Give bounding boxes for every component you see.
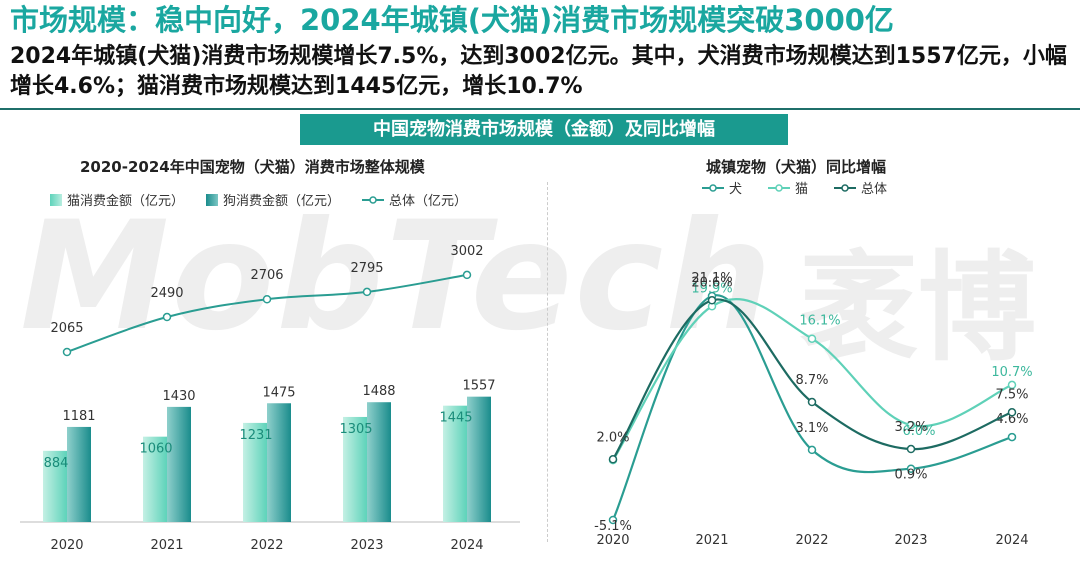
dog-bar-label: 1557 — [462, 379, 495, 394]
growth-value-label: 7.5% — [995, 387, 1028, 402]
total-value-label: 2490 — [150, 286, 183, 301]
growth-value-label: 2.0% — [596, 430, 629, 445]
growth-value-label: 8.7% — [795, 373, 828, 388]
x-tick-label: 2021 — [150, 538, 183, 553]
legend-growth-total-swatch — [834, 183, 857, 192]
total-value-label: 3002 — [450, 244, 483, 259]
x-tick-label: 2023 — [350, 538, 383, 553]
growth-point — [1007, 408, 1017, 417]
growth-value-label: 3.1% — [795, 421, 828, 436]
total-value-label: 2065 — [50, 321, 83, 336]
growth-value-label: 6.0% — [902, 424, 935, 439]
growth-legend: 犬 猫 总体 — [702, 178, 909, 197]
legend-growth-dog: 犬 — [702, 178, 742, 197]
legend-growth-total-label: 总体 — [861, 182, 888, 197]
legend-cat-label: 猫消费金额（亿元） — [67, 194, 185, 209]
total-point — [362, 287, 372, 297]
cat-bar — [143, 436, 167, 522]
cat-bar-label: 1060 — [139, 442, 172, 457]
legend-growth-cat-label: 猫 — [795, 182, 809, 197]
growth-value-label: 19.9% — [691, 281, 732, 296]
dog-bar-label: 1181 — [62, 409, 95, 424]
growth-value-label: 10.7% — [991, 365, 1032, 380]
growth-line-0 — [611, 294, 1013, 521]
growth-chart-title: 城镇宠物（犬猫）同比增幅 — [706, 158, 887, 176]
dog-bar — [367, 402, 391, 522]
legend-total: 总体（亿元） — [362, 190, 467, 209]
dog-bar — [267, 403, 291, 522]
cat-bar — [43, 450, 67, 522]
summary-text: 2024年城镇(犬猫)消费市场规模增长7.5%，达到3002亿元。其中，犬消费市… — [10, 44, 1067, 99]
total-point — [162, 312, 172, 322]
legend-growth-dog-swatch — [702, 183, 724, 192]
growth-point — [906, 444, 916, 454]
growth-point — [608, 455, 618, 464]
growth-value-label: 16.1% — [799, 314, 840, 329]
legend-growth-dog-label: 犬 — [729, 182, 743, 197]
x-tick-label: 2022 — [250, 538, 283, 553]
growth-point — [707, 296, 717, 305]
growth-x-tick-label: 2021 — [695, 533, 728, 548]
growth-x-tick-label: 2020 — [596, 533, 629, 548]
header-divider — [0, 108, 1080, 110]
growth-line-2 — [612, 298, 1013, 460]
dog-bar-label: 1475 — [262, 385, 295, 400]
watermark-logo: MobTech — [20, 190, 775, 364]
growth-value-label: 0.9% — [894, 468, 927, 483]
market-size-chart-title: 2020-2024年中国宠物（犬猫）消费市场整体规模 — [80, 158, 425, 176]
dog-bar-label: 1430 — [162, 389, 195, 404]
growth-point — [807, 334, 817, 343]
watermark-logo-cn: 袤博 — [800, 239, 1037, 377]
dog-bar-label: 1488 — [362, 384, 395, 399]
dog-bar — [467, 396, 491, 522]
legend-growth-total: 总体 — [834, 178, 887, 197]
dog-bar — [167, 406, 191, 522]
growth-point — [807, 445, 817, 455]
growth-value-label: 3.2% — [894, 420, 927, 435]
legend-dog-label: 狗消费金额（亿元） — [223, 194, 341, 209]
total-point — [262, 294, 272, 304]
market-size-chart: 884 1181 2020 1060 1430 2021 1231 1475 2022 1305 1… — [20, 244, 520, 553]
cat-bar-label: 1445 — [439, 411, 472, 426]
growth-value-label: 20.6% — [691, 275, 732, 290]
legend-total-label: 总体（亿元） — [389, 194, 468, 209]
growth-x-tick-label: 2022 — [795, 533, 828, 548]
growth-point — [906, 464, 916, 473]
growth-point — [807, 397, 817, 407]
cat-bar-label: 884 — [44, 456, 69, 471]
growth-point — [906, 420, 916, 430]
cat-bar — [443, 405, 467, 522]
legend-total-swatch — [362, 195, 385, 204]
growth-value-label: 21.1% — [691, 271, 732, 286]
total-point — [462, 270, 472, 280]
panel-divider — [547, 182, 549, 542]
legend-dog-swatch — [206, 193, 219, 206]
page-headline: 市场规模：稳中向好，2024年城镇(犬猫)消费市场规模突破3000亿 — [10, 3, 894, 37]
x-tick-label: 2024 — [450, 538, 483, 553]
total-value-label: 2795 — [350, 261, 383, 276]
legend-growth-cat-swatch — [768, 183, 791, 192]
market-size-legend: 猫消费金额（亿元） 狗消费金额（亿元） 总体（亿元） — [50, 190, 489, 209]
cat-bar-label: 1231 — [239, 428, 272, 443]
section-banner: 中国宠物消费市场规模（金额）及同比增幅 — [300, 114, 788, 145]
growth-value-label: -5.1% — [594, 519, 632, 534]
legend-cat: 猫消费金额（亿元） — [50, 190, 184, 209]
total-value-label: 2706 — [250, 268, 283, 283]
x-tick-label: 2020 — [50, 538, 83, 553]
legend-cat-swatch — [50, 193, 62, 206]
growth-point — [1007, 432, 1017, 442]
cat-bar — [243, 422, 267, 522]
growth-x-tick-label: 2023 — [894, 533, 927, 548]
growth-line-1 — [612, 298, 1013, 461]
cat-bar — [343, 416, 367, 522]
legend-growth-cat: 猫 — [768, 178, 808, 197]
growth-point — [1007, 380, 1017, 390]
legend-dog: 狗消费金额（亿元） — [206, 190, 340, 209]
growth-x-tick-label: 2024 — [995, 533, 1028, 548]
total-point — [62, 347, 72, 357]
cat-bar-label: 1305 — [339, 422, 372, 437]
growth-point — [608, 515, 618, 525]
dog-bar — [67, 426, 91, 522]
